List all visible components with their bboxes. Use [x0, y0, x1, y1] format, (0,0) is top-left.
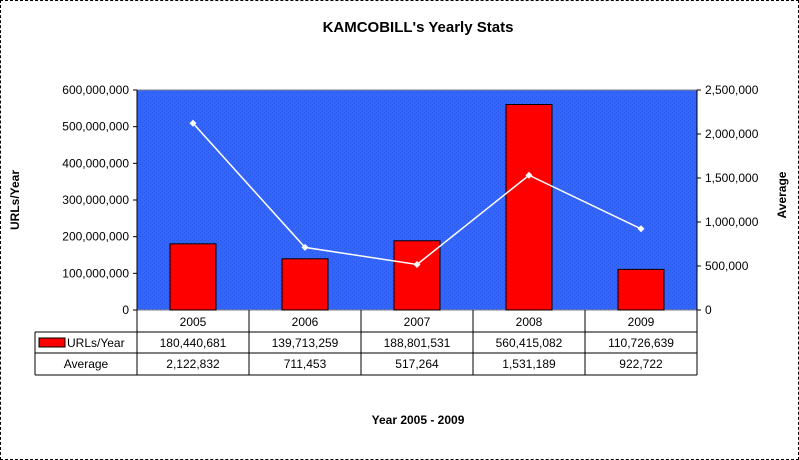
urls-value-label: 188,801,531: [384, 336, 451, 350]
average-point-2006: [301, 243, 309, 251]
y-tick-left-label: 0: [122, 303, 129, 317]
average-point-2009: [637, 225, 645, 233]
y-tick-right-label: 2,500,000: [705, 83, 759, 97]
y-tick-right-label: 500,000: [705, 259, 749, 273]
urls-value-label: 110,726,639: [608, 336, 674, 350]
y-tick-left-label: 200,000,000: [62, 230, 129, 244]
average-point-2008: [525, 171, 533, 179]
data-table: 2005 180,440,681 2,122,832 2006 139,713,259 7…: [34, 310, 698, 376]
bar-2009: [617, 268, 665, 311]
x-axis-title: Year 2005 - 2009: [372, 413, 465, 427]
chart-title: KAMCOBILL's Yearly Stats: [323, 19, 514, 36]
y-axis-title-right: Average: [775, 171, 789, 218]
bar-2005: [169, 243, 217, 311]
legend-swatch-urls: [38, 337, 66, 348]
average-point-2007: [413, 260, 421, 268]
y-tick-left-label: 100,000,000: [62, 266, 129, 280]
x-tick-label: 2008: [516, 315, 543, 329]
legend-label-urls: URLs/Year: [67, 336, 125, 350]
average-value-label: 2,122,832: [166, 357, 220, 371]
y-tick-left-label: 600,000,000: [62, 83, 129, 97]
y-tick-left-label: 400,000,000: [62, 156, 129, 170]
y-tick-right-label: 2,000,000: [705, 127, 759, 141]
x-tick-label: 2009: [628, 315, 655, 329]
y-tick-left-label: 300,000,000: [62, 193, 129, 207]
y-tick-right-label: 1,000,000: [705, 215, 759, 229]
bar-2006: [281, 258, 329, 311]
y-tick-right-label: 1,500,000: [705, 171, 759, 185]
urls-value-label: 139,713,259: [272, 336, 339, 350]
average-value-label: 517,264: [395, 357, 439, 371]
average-value-label: 922,722: [619, 357, 663, 371]
average-value-label: 711,453: [284, 357, 327, 371]
urls-value-label: 560,415,082: [496, 336, 563, 350]
x-tick-label: 2007: [404, 315, 431, 329]
legend-label-average: Average: [64, 357, 109, 371]
urls-value-label: 180,440,681: [160, 336, 227, 350]
y-axis-title-left: URLs/Year: [8, 170, 22, 230]
bar-2008: [505, 104, 553, 311]
x-tick-label: 2006: [292, 315, 319, 329]
average-point-2005: [189, 119, 197, 127]
y-tick-right-label: 0: [705, 303, 712, 317]
y-tick-left-label: 500,000,000: [62, 120, 129, 134]
x-tick-label: 2005: [180, 315, 207, 329]
average-value-label: 1,531,189: [502, 357, 556, 371]
